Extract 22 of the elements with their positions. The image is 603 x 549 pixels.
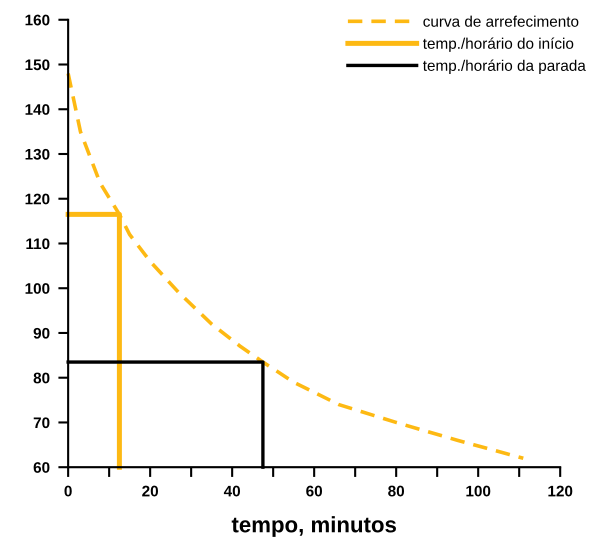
y-tick-label: 120 bbox=[26, 194, 50, 204]
x-tick-label: 100 bbox=[466, 486, 490, 496]
y-tick-label: 80 bbox=[34, 372, 50, 384]
legend-label: curva de arrefecimento bbox=[423, 16, 578, 27]
y-tick-label: 130 bbox=[26, 148, 50, 160]
y-tick-label: 90 bbox=[34, 328, 50, 339]
x-tick-label: 20 bbox=[142, 486, 158, 496]
x-tick-label: 120 bbox=[548, 486, 572, 496]
x-axis-title: tempo, minutos bbox=[232, 516, 396, 537]
legend-label: temp./horário da parada bbox=[422, 60, 586, 74]
x-tick-label: 0 bbox=[64, 486, 72, 496]
x-tick-label: 80 bbox=[388, 486, 404, 496]
y-tick-label: 110 bbox=[26, 238, 50, 250]
legend-label: temp./horário do início bbox=[422, 37, 574, 52]
y-tick-label: 60 bbox=[34, 462, 50, 473]
x-tick-label: 40 bbox=[224, 486, 240, 496]
x-tick-label: 60 bbox=[306, 486, 322, 496]
y-tick-label: 140 bbox=[26, 104, 50, 115]
y-tick-label: 150 bbox=[26, 59, 50, 70]
y-tick-label: 160 bbox=[26, 14, 50, 26]
y-tick-label: 70 bbox=[34, 417, 50, 428]
y-tick-label: 100 bbox=[26, 283, 50, 294]
